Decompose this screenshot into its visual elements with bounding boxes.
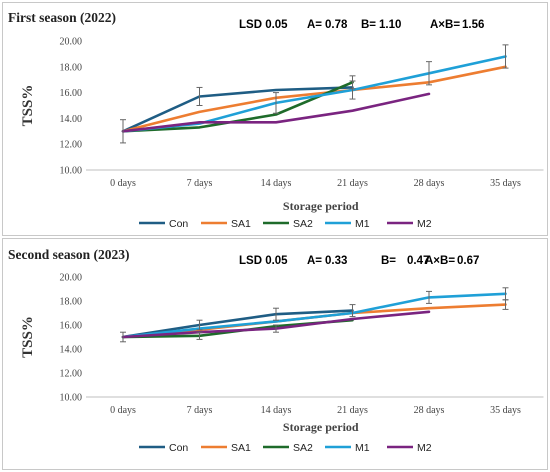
x-tick-label: 7 days xyxy=(187,178,213,189)
y-tick-label: 10.00 xyxy=(60,393,83,404)
x-axis-label: Storage period xyxy=(283,420,359,434)
y-tick-label: 12.00 xyxy=(60,369,83,380)
x-tick-label: 21 days xyxy=(337,178,368,189)
lsd-b-value: 1.10 xyxy=(379,19,401,31)
legend-label-sa1: SA1 xyxy=(231,442,251,454)
chart-panel-second-season: Second season (2023) LSD 0.05 A= 0.33 B= 0.47… xyxy=(2,238,548,470)
series-line-sa2 xyxy=(121,81,354,133)
legend-label-con: Con xyxy=(169,218,188,230)
lsd-b-label: B= xyxy=(381,255,396,267)
y-axis-label: TSS% xyxy=(20,316,36,358)
lsd-ab-label: A×B= xyxy=(430,19,460,31)
lsd-a-label: A= xyxy=(307,19,322,31)
x-axis-label: Storage period xyxy=(283,199,359,213)
tss-line-chart-first-season: First season (2022) LSD 0.05 A= 0.78 B= 1.10 A… xyxy=(8,10,544,230)
tss-line-chart-second-season: Second season (2023) LSD 0.05 A= 0.33 B= 0.47… xyxy=(8,247,544,454)
y-tick-label: 14.00 xyxy=(60,114,83,125)
lsd-ab-value: 1.56 xyxy=(462,19,484,31)
legend-label-m1: M1 xyxy=(355,442,370,454)
legend-label-m2: M2 xyxy=(417,442,432,454)
lsd-a-value: 0.33 xyxy=(325,255,347,267)
y-tick-label: 20.00 xyxy=(60,37,83,48)
x-tick-label: 0 days xyxy=(110,178,136,189)
chart-title: First season (2022) xyxy=(8,10,116,25)
x-tick-label: 7 days xyxy=(187,405,213,416)
lsd-ab-value: 0.67 xyxy=(457,255,479,267)
y-tick-label: 18.00 xyxy=(60,297,83,308)
lsd-a-label: A= xyxy=(307,255,322,267)
series-line-m2 xyxy=(121,92,431,133)
lsd-ab-label: A×B= xyxy=(425,255,455,267)
series-line-sa1 xyxy=(121,65,507,133)
x-tick-label: 21 days xyxy=(337,405,368,416)
x-tick-label: 14 days xyxy=(261,178,292,189)
x-tick-label: 35 days xyxy=(490,178,521,189)
x-tick-label: 0 days xyxy=(110,405,136,416)
y-axis-label: TSS% xyxy=(20,85,36,127)
legend-label-sa1: SA1 xyxy=(231,218,251,230)
y-tick-label: 14.00 xyxy=(60,345,83,356)
y-tick-label: 16.00 xyxy=(60,88,83,99)
x-tick-label: 28 days xyxy=(414,405,445,416)
x-tick-label: 35 days xyxy=(490,405,521,416)
x-tick-label: 14 days xyxy=(261,405,292,416)
lsd-b-label: B= xyxy=(361,19,376,31)
lsd-a-value: 0.78 xyxy=(325,19,348,31)
y-tick-label: 20.00 xyxy=(60,273,83,284)
series-line-con xyxy=(121,309,354,339)
legend-label-sa2: SA2 xyxy=(293,218,313,230)
y-tick-label: 18.00 xyxy=(60,62,83,73)
x-tick-label: 28 days xyxy=(414,178,445,189)
y-tick-label: 16.00 xyxy=(60,321,83,332)
chart-panel-first-season: First season (2022) LSD 0.05 A= 0.78 B= 1.10 A… xyxy=(2,2,548,236)
legend-label-m2: M2 xyxy=(417,218,432,230)
legend-label-m1: M1 xyxy=(355,218,370,230)
lsd-b-value: 0.47 xyxy=(407,255,429,267)
chart-title: Second season (2023) xyxy=(8,247,130,262)
y-tick-label: 12.00 xyxy=(60,140,83,151)
y-tick-label: 10.00 xyxy=(60,166,83,177)
legend-label-sa2: SA2 xyxy=(293,442,313,454)
series-line-con xyxy=(121,86,354,133)
legend-label-con: Con xyxy=(169,442,188,454)
lsd-label: LSD 0.05 xyxy=(239,19,288,31)
lsd-label: LSD 0.05 xyxy=(239,255,288,267)
series-line-m1 xyxy=(121,292,507,339)
